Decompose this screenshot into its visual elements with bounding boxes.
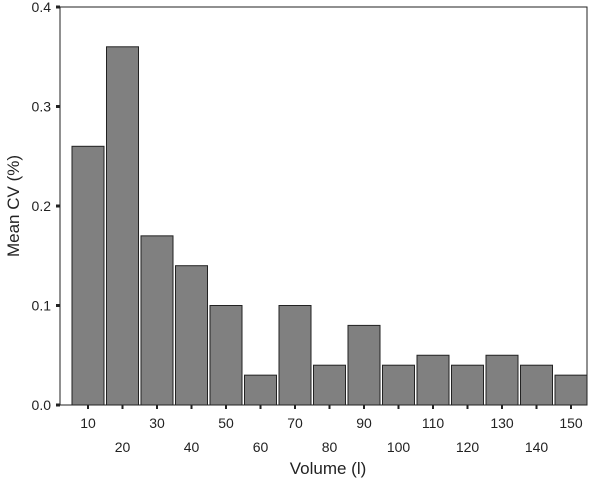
bar-120 — [451, 364, 484, 406]
y-tick-label: 0.3 — [32, 99, 52, 115]
x-tick-label: 80 — [322, 439, 338, 455]
x-tick-label: 30 — [149, 415, 165, 431]
x-tick-label: 120 — [456, 439, 480, 455]
bar-60 — [244, 374, 277, 406]
y-tick-label: 0.1 — [32, 298, 52, 314]
y-axis-label: Mean CV (%) — [4, 155, 23, 257]
plot-frame — [59, 6, 588, 406]
y-tick-label: 0.2 — [32, 198, 52, 214]
x-tick-label: 150 — [559, 415, 583, 431]
bar-150 — [554, 374, 588, 406]
bar-50 — [209, 305, 243, 406]
bar-140 — [520, 364, 553, 406]
x-tick-label: 70 — [287, 415, 303, 431]
y-axis: 0.0 0.1 0.2 0.3 0.4 — [32, 0, 60, 413]
x-axis: 10 20 30 40 50 60 70 80 90 100 110 120 130 140 150 — [80, 405, 583, 455]
x-tick-label: 40 — [184, 439, 200, 455]
x-tick-label: 100 — [387, 439, 411, 455]
x-tick-label: 20 — [115, 439, 131, 455]
x-tick-label: 50 — [218, 415, 234, 431]
x-tick-label: 90 — [356, 415, 372, 431]
x-tick-label: 110 — [422, 415, 445, 431]
y-tick-label: 0.4 — [32, 0, 52, 15]
x-tick-label: 130 — [490, 415, 514, 431]
bars-group — [71, 46, 588, 406]
bar-20 — [106, 46, 139, 406]
y-tick-label: 0.0 — [32, 397, 52, 413]
x-tick-label: 10 — [80, 415, 96, 431]
bar-10 — [71, 145, 105, 406]
bar-90 — [347, 324, 381, 406]
x-tick-label: 140 — [525, 439, 549, 455]
bar-30 — [140, 235, 174, 406]
x-tick-label: 60 — [253, 439, 269, 455]
bar-100 — [382, 364, 415, 406]
x-axis-label: Volume (l) — [290, 459, 367, 478]
bar-110 — [416, 354, 450, 406]
bar-80 — [313, 364, 346, 406]
bar-130 — [485, 354, 519, 406]
bar-70 — [278, 305, 312, 406]
bar-40 — [175, 265, 208, 406]
